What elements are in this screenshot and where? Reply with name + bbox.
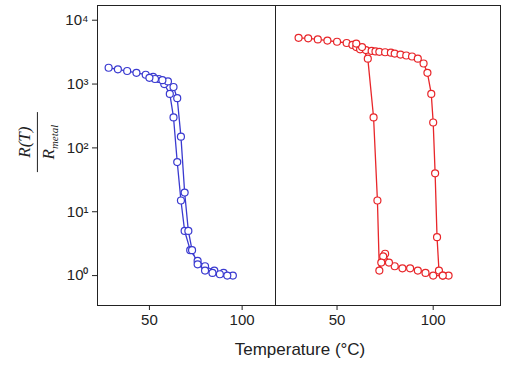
html-text:R(T): R(T) bbox=[14, 126, 34, 158]
html-text:Temperature (°C): Temperature (°C) bbox=[234, 340, 366, 359]
svg-text:10⁰: 10⁰ bbox=[67, 266, 89, 283]
svg-text:50: 50 bbox=[329, 311, 346, 328]
html-text:R: R bbox=[38, 149, 58, 160]
svg-text:10¹: 10¹ bbox=[67, 203, 89, 220]
svg-text:50: 50 bbox=[141, 311, 158, 328]
svg-text:10³: 10³ bbox=[67, 75, 89, 92]
svg-text:10²: 10² bbox=[67, 139, 89, 156]
svg-text:100: 100 bbox=[421, 311, 446, 328]
svg-text:10⁴: 10⁴ bbox=[65, 11, 88, 28]
html-text:metal: metal bbox=[48, 124, 60, 150]
svg-text:100: 100 bbox=[230, 311, 255, 328]
